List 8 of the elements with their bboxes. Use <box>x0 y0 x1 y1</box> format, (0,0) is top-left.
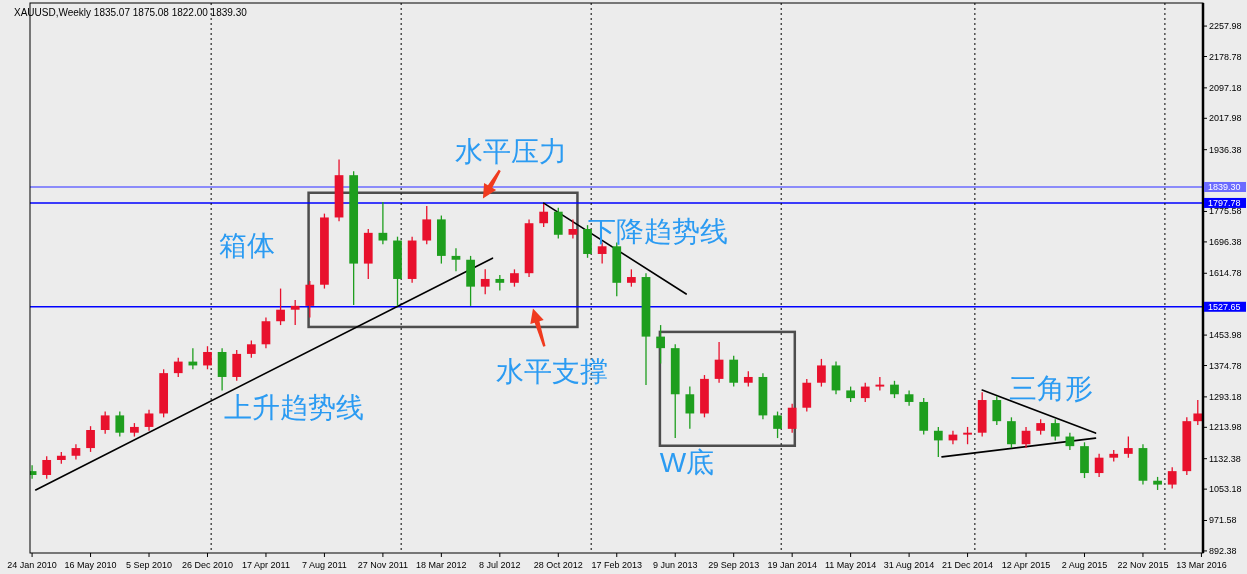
annotation: 水平支撑 <box>496 356 608 387</box>
annotation: 下降趋势线 <box>587 215 728 247</box>
annotation: 箱体 <box>219 229 275 261</box>
annotation: 上升趋势线 <box>223 391 364 423</box>
annotation: 水平压力 <box>454 136 567 167</box>
annotation: 三角形 <box>1008 372 1093 404</box>
title: XAUUSD,Weekly 1835.07 1875.08 1822.00 1839.30 <box>14 6 247 18</box>
annotation: W底 <box>659 446 715 478</box>
